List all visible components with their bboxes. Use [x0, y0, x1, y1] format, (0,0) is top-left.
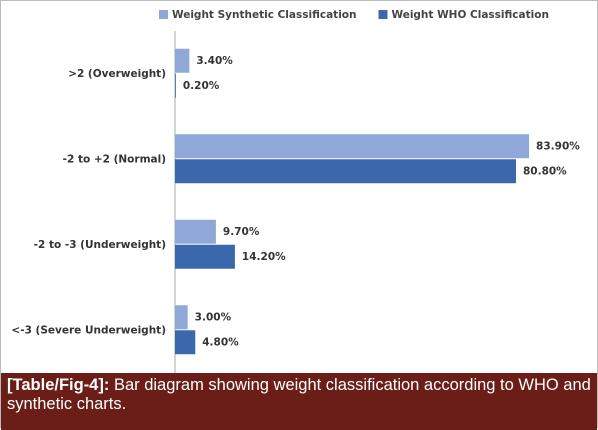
bar [175, 244, 235, 269]
value-label: 3.00% [195, 311, 232, 323]
value-label: 9.70% [223, 226, 260, 238]
chart: Weight Synthetic Classification Weight WH… [11, 9, 580, 373]
value-label: 14.20% [242, 251, 286, 263]
value-label: 83.90% [536, 140, 580, 152]
caption-label: [Table/Fig-4]: [7, 376, 110, 394]
value-label: 3.40% [196, 55, 233, 67]
bar [175, 305, 188, 330]
bar [175, 159, 516, 184]
category-label: -2 to -3 (Underweight) [34, 239, 166, 251]
category-label: <-3 (Severe Underweight) [11, 324, 166, 336]
value-label: 0.20% [183, 80, 220, 92]
legend-swatch [378, 10, 388, 19]
bar [175, 73, 176, 98]
legend-label: Weight Synthetic Classification [172, 9, 356, 21]
value-label: 4.80% [202, 336, 239, 348]
bar [175, 219, 216, 244]
category-label: >2 (Overweight) [68, 68, 166, 80]
bar [175, 330, 196, 355]
bar [175, 134, 530, 159]
legend-swatch [159, 10, 168, 19]
category-label: -2 to +2 (Normal) [63, 153, 166, 165]
caption: [Table/Fig-4]: Bar diagram showing weigh… [1, 373, 597, 430]
caption-text: Bar diagram showing weight classificatio… [7, 376, 591, 413]
value-label: 80.80% [523, 165, 567, 177]
bar [175, 48, 190, 73]
legend-label: Weight WHO Classification [391, 9, 548, 21]
